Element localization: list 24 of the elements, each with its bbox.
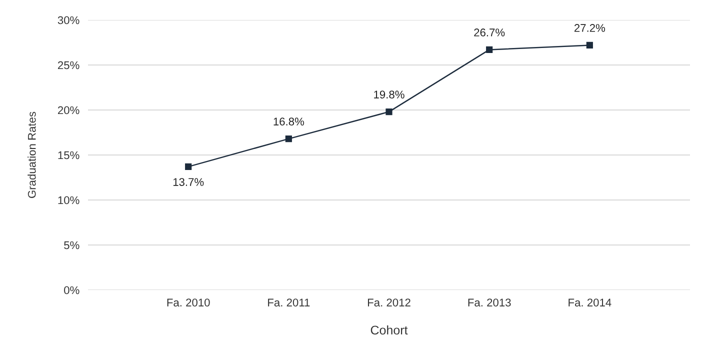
data-label: 13.7%: [173, 178, 204, 186]
point: [586, 42, 593, 48]
y-tick-label: 20%: [58, 106, 80, 114]
x-tick-label: Fa. 2014: [568, 298, 612, 306]
point: [486, 46, 493, 53]
y-tick-label: 25%: [58, 61, 80, 70]
y-tick-label: 30%: [58, 16, 80, 24]
x-axis-title: Cohort: [370, 325, 408, 335]
data-label: 27.2%: [574, 24, 606, 32]
point: [386, 108, 392, 116]
point: [285, 136, 292, 142]
y-tick-label: 15%: [58, 151, 80, 160]
y-tick-label: 5%: [64, 241, 80, 250]
x-tick-label: Fa. 2012: [368, 298, 410, 306]
x-tick-label: Fa. 2011: [268, 298, 310, 306]
data-label: 16.8%: [274, 118, 304, 126]
data-label: 26.7%: [474, 28, 505, 36]
y-axis-title: Graduation Rates: [28, 112, 36, 198]
x-tick-label: Fa. 2010: [167, 298, 210, 306]
y-tick-label: 0%: [64, 286, 80, 294]
data-label: 19.8%: [374, 90, 404, 98]
point: [185, 163, 192, 170]
y-tick-label: 10%: [58, 196, 80, 204]
x-tick-label: Fa. 2013: [468, 298, 511, 306]
